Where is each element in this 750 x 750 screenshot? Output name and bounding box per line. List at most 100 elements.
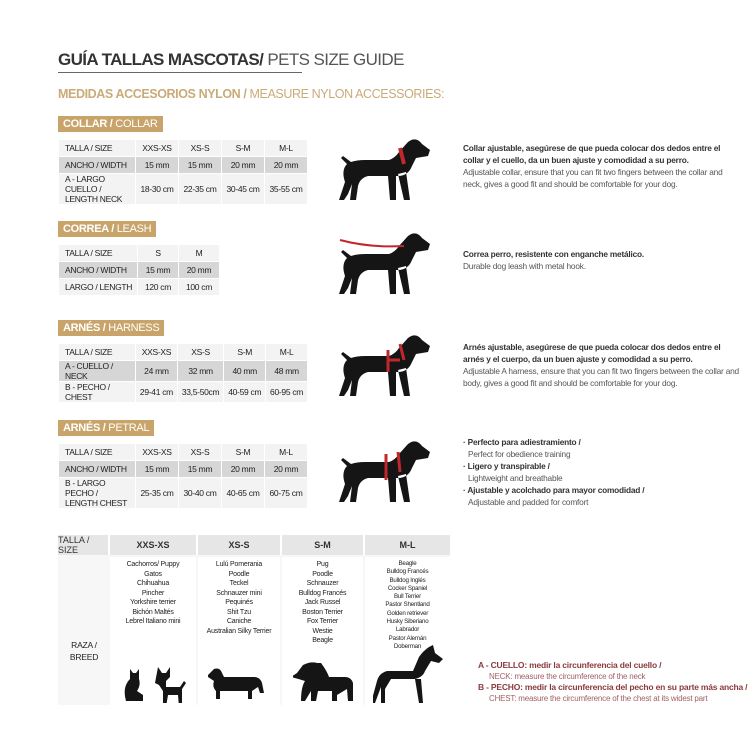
leash-table: TALLA / SIZE S M ANCHO / WIDTH 15 mm 20 mm L… (58, 244, 220, 296)
breed-item: Pug (316, 561, 329, 568)
table-cell: 29-41 cm (135, 381, 178, 403)
dog-harness-icon (339, 335, 430, 396)
size-header: XXS-XS (110, 535, 198, 555)
table-cell: S-M (223, 343, 267, 361)
table-cell: 25-35 cm (135, 477, 179, 509)
size-header: S-M (282, 535, 365, 555)
table-cell: 20 mm (264, 156, 308, 174)
breed-item: Yorkshire terrier (130, 599, 176, 606)
leash-badge: CORREA / LEASH (58, 221, 157, 237)
breed-item: Golden retriever (386, 609, 429, 617)
collar-table: TALLA / SIZE XXS-XS XS-S S-M M-L ANCHO / WID… (58, 139, 308, 205)
breed-item: Pastor Alemán (388, 634, 427, 642)
table-cell: 30-45 cm (221, 173, 265, 205)
size-label: TALLA / SIZE (58, 535, 110, 555)
breed-item: Pincher (141, 589, 165, 597)
breed-item: Caniche (226, 618, 252, 625)
table-cell: 100 cm (178, 278, 220, 296)
table-row: A - CUELLO / NECK 24 mm 32 mm 40 mm 48 mm (58, 360, 308, 382)
table-cell: 15 mm (135, 460, 179, 478)
table-cell: 15 mm (135, 156, 179, 174)
table-cell: 20 mm (221, 156, 265, 174)
table-cell: 120 cm (137, 278, 179, 296)
breed-item: Gatos (144, 570, 162, 578)
table-row: LARGO / LENGTH 120 cm 100 cm (58, 278, 220, 296)
table-cell: S-M (221, 139, 265, 157)
table-cell: 40-59 cm (223, 381, 267, 403)
section-subtitle: MEDIDAS ACCESORIOS NYLON / MEASURE NYLON… (58, 87, 445, 101)
table-cell: M (178, 244, 220, 262)
table-row: B - LARGO PECHO / LENGTH CHEST 25-35 cm 30… (58, 477, 308, 509)
breed-list-xxs-xs: Cachorros/ Puppy Gatos Chihuahua Pincher Yor… (110, 557, 196, 705)
breed-item: Schnauzer (306, 580, 339, 587)
table-cell: B - LARGO PECHO / LENGTH CHEST (58, 477, 136, 509)
table-cell: XXS-XS (135, 443, 179, 461)
leash-description: Correa perro, resistente con enganche me… (463, 249, 645, 271)
table-cell: XS-S (178, 443, 222, 461)
breed-item: Beagle (398, 560, 417, 567)
breed-item: Pequinés (225, 599, 253, 606)
table-cell: LARGO / LENGTH (58, 278, 138, 296)
breed-item: Bulldog Francés (298, 589, 347, 597)
breed-item: Husky Siberiano (386, 618, 429, 626)
table-cell: 22-35 cm (178, 173, 222, 205)
breed-item: Lebrel Italiano mini (125, 618, 181, 625)
table-cell: ANCHO / WIDTH (58, 261, 138, 279)
table-cell: 40 mm (223, 360, 267, 382)
breed-item: Bichón Maltés (132, 608, 174, 616)
size-header: M-L (365, 535, 450, 555)
collar-description: Collar ajustable, asegúrese de que pueda… (463, 143, 723, 189)
breed-item: Cachorros/ Puppy (126, 561, 180, 568)
table-cell: 20 mm (264, 460, 308, 478)
dog-petral-icon (339, 441, 430, 502)
table-cell: M-L (264, 443, 308, 461)
table-header: TALLA / SIZE S M (58, 244, 220, 262)
table-cell: 60-75 cm (264, 477, 308, 509)
breed-item: Australian Silky Terrier (206, 627, 272, 635)
table-cell: 15 mm (178, 460, 222, 478)
table-cell: S-M (221, 443, 265, 461)
breed-item: Jack Russel (304, 599, 341, 606)
table-cell: TALLA / SIZE (58, 244, 138, 262)
table-cell: TALLA / SIZE (58, 139, 136, 157)
table-cell: XXS-XS (135, 343, 178, 361)
breed-item: Westie (312, 627, 333, 635)
breed-item: Lulú Pomerania (215, 561, 263, 568)
schnauzer-icon (293, 662, 353, 701)
breed-item: Boston Terrier (302, 608, 343, 616)
table-cell: 60-95 cm (265, 381, 308, 403)
table-cell: 15 mm (137, 261, 179, 279)
breed-item: Pastor Shentland (385, 601, 430, 609)
doberman-icon (373, 645, 443, 703)
table-cell: XS-S (176, 343, 225, 361)
measurement-legend: A - CUELLO: medir la circunferencia del … (478, 660, 748, 703)
table-cell: 18-30 cm (135, 173, 179, 205)
dog-collar-icon (339, 139, 430, 200)
harness-badge: ARNÉS / HARNESS (58, 320, 165, 336)
breed-item: Bulldog Francés (386, 568, 429, 576)
table-cell: ANCHO / WIDTH (58, 460, 136, 478)
breed-item: Beagle (312, 637, 333, 644)
dog-leash-icon (339, 233, 430, 294)
table-cell: 33,5-50cm (176, 381, 225, 403)
breed-table: TALLA / SIZE XXS-XS XS-S S-M M-L RAZA / … (58, 535, 450, 705)
table-cell: XS-S (178, 139, 222, 157)
table-cell: 40-65 cm (221, 477, 265, 509)
table-header: TALLA / SIZE XXS-XS XS-S S-M M-L (58, 139, 308, 157)
harness-table: TALLA / SIZE XXS-XS XS-S S-M M-L A - CUELLO … (58, 343, 308, 403)
table-cell: S (137, 244, 179, 262)
table-cell: 48 mm (265, 360, 308, 382)
breed-item: Cocker Spaniel (387, 584, 428, 592)
table-row: A - LARGO CUELLO / LENGTH NECK 18-30 cm 22… (58, 173, 308, 205)
table-cell: 32 mm (176, 360, 225, 382)
table-cell: 35-55 cm (264, 173, 308, 205)
table-cell: ANCHO / WIDTH (58, 156, 136, 174)
breed-item: Bull Terrier (393, 593, 422, 601)
petral-badge: ARNÉS / PETRAL (58, 420, 155, 436)
breed-item: Shit Tzu (227, 608, 251, 616)
table-cell: 20 mm (221, 460, 265, 478)
breed-item: Doberman (393, 642, 422, 650)
breed-label: RAZA / BREED (58, 557, 110, 705)
table-cell: M-L (264, 139, 308, 157)
table-cell: A - CUELLO / NECK (58, 360, 136, 382)
